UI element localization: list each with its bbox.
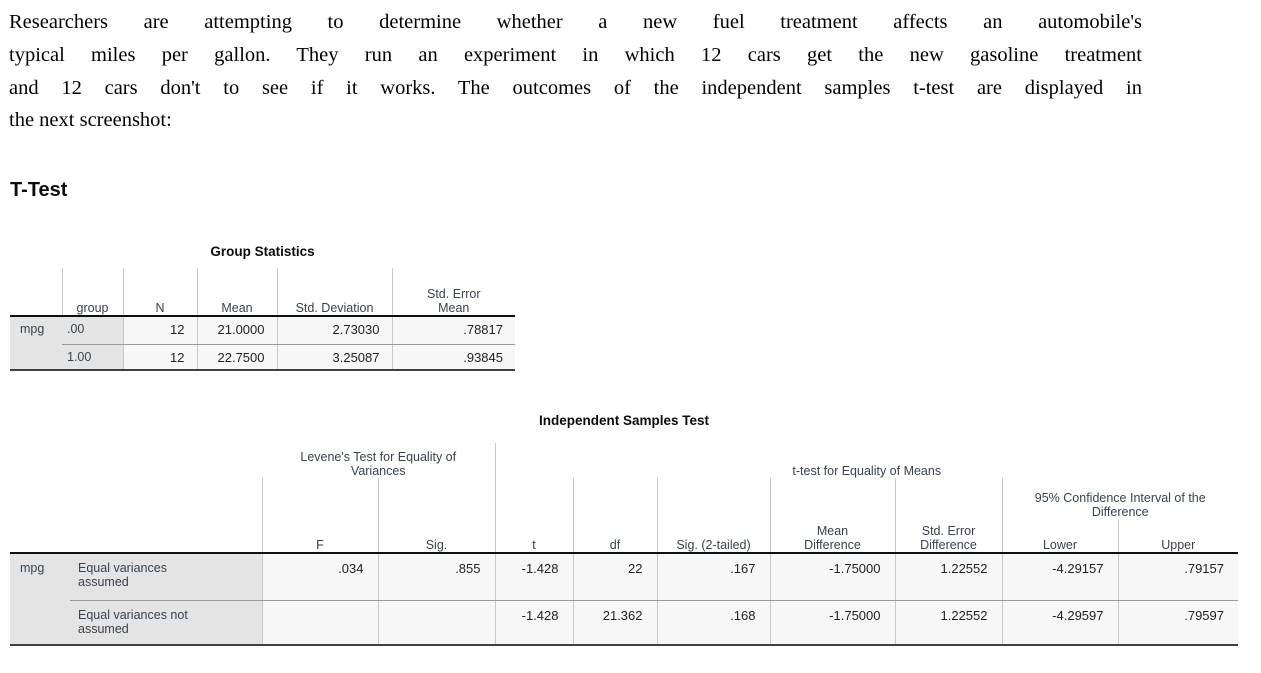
gs-col-header-group: group	[61, 268, 123, 317]
gs-header-row: group N Mean Std. Deviation Std. Error M…	[10, 268, 515, 317]
ist-col-header-text: Std. Error Difference	[920, 524, 977, 552]
ist-col-header-text: Mean Difference	[804, 524, 861, 552]
ist-col-header-std-error-difference: Std. Error Difference	[894, 478, 1002, 554]
ist-col-header-lower: Lower	[1001, 519, 1118, 554]
ist-col-header-f: F	[261, 478, 378, 554]
ist-cell-t: -1.428	[494, 600, 573, 646]
gs-cell-n: 12	[122, 316, 197, 345]
ist-cell-std-error-difference: 1.22552	[894, 600, 1002, 646]
ist-col-header-sig: Sig.	[377, 478, 495, 554]
ist-group-header-row: Levene's Test for Equality of Variances …	[10, 443, 1238, 554]
gs-cell-mean: 21.0000	[196, 316, 277, 345]
ist-cell-std-error-difference: 1.22552	[894, 553, 1002, 601]
intro-line: typical miles per gallon. They run an ex…	[9, 43, 1142, 66]
gs-cell-std-deviation: 2.73030	[276, 316, 392, 345]
ist-row-label: Equal variances assumed	[70, 553, 262, 601]
ist-cell-sig-2-tailed: .168	[656, 600, 770, 646]
intro-line: the next screenshot:	[9, 109, 172, 132]
ist-cell-sig	[377, 600, 495, 646]
ist-cell-upper: .79157	[1117, 553, 1238, 601]
ist-row-label: Equal variances not assumed	[70, 600, 262, 646]
ist-cell-upper: .79597	[1117, 600, 1238, 646]
gs-cell-std-error-mean: .78817	[391, 316, 515, 345]
gs-row-dimension-label: mpg	[10, 316, 62, 371]
ist-cell-sig-2-tailed: .167	[656, 553, 770, 601]
gs-cell-std-deviation: 3.25087	[276, 344, 392, 371]
ist-row-equal-variances-not-assumed: Equal variances not assumed -1.428 21.36…	[10, 600, 1238, 646]
independent-samples-test-table: Levene's Test for Equality of Variances …	[10, 443, 1238, 646]
ist-cell-df: 21.362	[572, 600, 657, 646]
gs-row-1: mpg .00 12 21.0000 2.73030 .78817	[10, 316, 515, 371]
group-statistics-table: group N Mean Std. Deviation Std. Error M…	[10, 268, 515, 371]
ist-group-header-confidence-interval: 95% Confidence Interval of the Differenc…	[1001, 478, 1238, 519]
ist-cell-f	[261, 600, 378, 646]
t-test-heading: T-Test	[10, 179, 68, 201]
intro-line: and 12 cars don't to see if it works. Th…	[9, 76, 1142, 99]
ist-col-header-t: t	[494, 478, 573, 554]
ist-group-header-text: 95% Confidence Interval of the Differenc…	[1034, 491, 1206, 519]
ist-cell-df: 22	[572, 553, 657, 601]
ist-row-label-text: Equal variances not assumed	[78, 607, 188, 636]
ist-group-header-levene: Levene's Test for Equality of Variances	[262, 443, 495, 478]
ist-stub-header-empty	[10, 443, 262, 554]
gs-row-2: 1.00 12 22.7500 3.25087 .93845	[10, 344, 515, 371]
ist-cell-t: -1.428	[494, 553, 573, 601]
ist-cell-f: .034	[261, 553, 378, 601]
ist-cell-lower: -4.29157	[1001, 553, 1118, 601]
gs-cell-mean: 22.7500	[196, 344, 277, 371]
gs-group-value: .00	[62, 316, 123, 345]
ist-cell-mean-difference: -1.75000	[769, 553, 895, 601]
group-statistics-title: Group Statistics	[210, 244, 315, 259]
gs-cell-std-error-mean: .93845	[391, 344, 515, 371]
gs-col-header-std-deviation: Std. Deviation	[276, 268, 392, 317]
gs-col-header-std-error-mean: Std. Error Mean	[391, 268, 515, 317]
ist-col-header-df: df	[572, 478, 657, 554]
ist-col-header-sig-2-tailed: Sig. (2-tailed)	[656, 478, 770, 554]
ist-group-header-ttest: t-test for Equality of Means	[494, 443, 1238, 478]
gs-col-header-text: Std. Error Mean	[427, 287, 481, 315]
ist-col-header-upper: Upper	[1117, 519, 1238, 554]
ist-subheader-row: F Sig. t df Sig. (2-tailed) Mean Differe…	[10, 478, 1238, 554]
ist-col-header-mean-difference: Mean Difference	[769, 478, 895, 554]
ist-row-dimension-label: mpg	[10, 553, 70, 646]
intro-paragraph: Researchers are attempting to determine …	[9, 6, 1142, 137]
gs-stub-header-empty	[10, 268, 62, 317]
ist-cell-sig: .855	[377, 553, 495, 601]
intro-line: Researchers are attempting to determine …	[9, 11, 1142, 33]
gs-col-header-n: N	[122, 268, 197, 317]
ist-ci-header-row: Lower Upper	[10, 519, 1238, 554]
gs-group-value: 1.00	[62, 344, 123, 371]
gs-col-header-mean: Mean	[196, 268, 277, 317]
ist-cell-mean-difference: -1.75000	[769, 600, 895, 646]
ist-row-label-text: Equal variances assumed	[78, 561, 167, 589]
ist-row-equal-variances-assumed: mpg Equal variances assumed .034 .855 -1…	[10, 553, 1238, 646]
independent-samples-test-title: Independent Samples Test	[538, 413, 710, 428]
gs-cell-n: 12	[122, 344, 197, 371]
ist-group-header-text: Levene's Test for Equality of Variances	[300, 450, 457, 478]
ist-cell-lower: -4.29597	[1001, 600, 1118, 646]
